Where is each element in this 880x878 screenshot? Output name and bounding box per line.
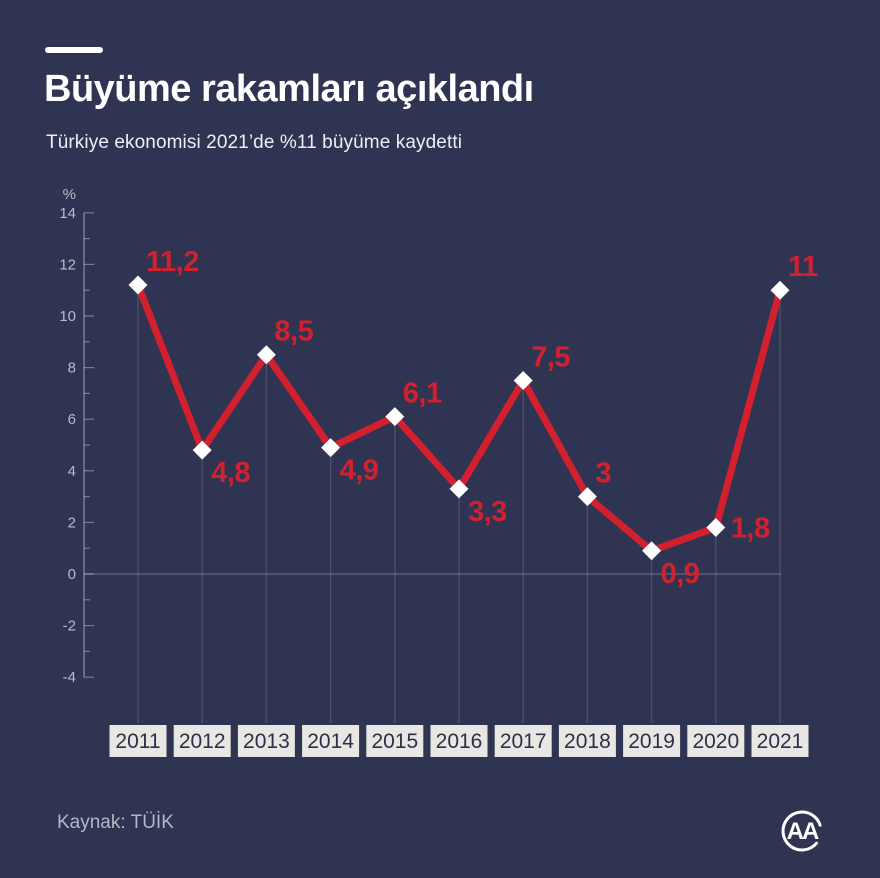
data-point-marker-2014: [321, 438, 341, 458]
year-label-2019: 2019: [628, 730, 675, 753]
page-title: Büyüme rakamları açıklandı: [44, 68, 534, 110]
y-tick-label: -4: [63, 669, 76, 686]
year-box-2021: [751, 725, 809, 757]
year-label-2016: 2016: [436, 730, 483, 753]
year-label-2011: 2011: [115, 730, 160, 753]
aa-logo-letters: AA: [787, 818, 819, 845]
year-box-2013: [237, 725, 295, 757]
year-box-2017: [494, 725, 552, 757]
data-point-label-2021: 11: [788, 251, 818, 283]
data-point-label-2011: 11,2: [146, 246, 199, 278]
y-tick-label: 0: [68, 566, 76, 583]
data-point-marker-2021: [770, 280, 790, 300]
data-point-label-2015: 6,1: [403, 378, 442, 410]
year-label-2012: 2012: [179, 730, 226, 753]
data-point-marker-2016: [449, 479, 469, 499]
y-tick-label: 12: [59, 256, 76, 273]
data-point-marker-2020: [706, 518, 726, 538]
data-point-label-2018: 3: [595, 458, 611, 490]
data-point-label-2016: 3,3: [468, 496, 507, 528]
data-point-marker-2017: [513, 371, 533, 390]
data-point-label-2013: 8,5: [274, 316, 313, 348]
data-point-marker-2019: [642, 541, 662, 561]
accent-dash: [45, 47, 103, 53]
data-point-label-2014: 4,9: [340, 455, 379, 487]
page-subtitle: Türkiye ekonomisi 2021’de %11 büyüme kay…: [46, 132, 463, 153]
data-point-marker-2013: [256, 345, 276, 365]
aa-agency-logo: AA: [781, 810, 823, 852]
y-tick-label: 14: [59, 205, 76, 222]
year-label-2013: 2013: [243, 730, 290, 753]
y-tick-label: -2: [63, 618, 76, 635]
year-box-2020: [687, 725, 745, 757]
data-point-label-2012: 4,8: [211, 457, 250, 489]
year-box-2014: [302, 725, 360, 757]
data-point-label-2017: 7,5: [531, 342, 570, 374]
year-label-2020: 2020: [692, 730, 739, 753]
y-tick-label: 6: [68, 411, 76, 428]
data-point-marker-2018: [577, 487, 597, 507]
year-label-2018: 2018: [564, 730, 611, 753]
year-box-2016: [430, 725, 488, 757]
year-box-2019: [623, 725, 681, 757]
year-box-2015: [366, 725, 424, 757]
y-axis-unit-label: %: [63, 186, 76, 203]
year-box-2018: [558, 725, 616, 757]
year-label-2017: 2017: [500, 730, 547, 753]
y-tick-label: 10: [59, 308, 76, 325]
source-caption: Kaynak: TÜİK: [57, 812, 174, 833]
year-box-2012: [173, 725, 231, 757]
year-label-2014: 2014: [307, 730, 354, 753]
data-point-marker-2012: [192, 440, 212, 460]
year-label-2021: 2021: [757, 730, 804, 753]
y-tick-label: 2: [68, 514, 76, 531]
aa-logo-circle: [781, 810, 823, 852]
data-point-label-2019: 0,9: [661, 558, 700, 590]
data-point-marker-2011: [128, 275, 148, 295]
data-point-label-2020: 1,8: [731, 513, 770, 545]
year-box-2011: [109, 725, 167, 757]
y-tick-label: 4: [68, 463, 76, 480]
data-point-marker-2015: [385, 407, 405, 427]
y-tick-label: 8: [68, 360, 76, 377]
year-label-2015: 2015: [371, 730, 418, 753]
